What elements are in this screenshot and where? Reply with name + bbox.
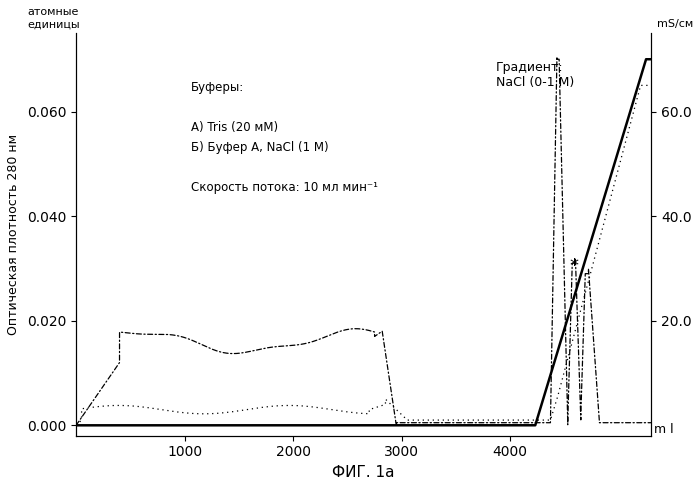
Text: m l: m l: [654, 423, 674, 436]
Text: атомные
единицы: атомные единицы: [27, 7, 80, 29]
Text: *: *: [570, 257, 579, 275]
Text: Градиент:
NaCl (0-1 М): Градиент: NaCl (0-1 М): [496, 61, 574, 89]
Y-axis label: Оптическая плотность 280 нм: Оптическая плотность 280 нм: [7, 134, 20, 335]
Text: Буферы:

A) Tris (20 мМ)
Б) Буфер A, NaCl (1 М)

Скорость потока: 10 мл мин⁻¹: Буферы: A) Tris (20 мМ) Б) Буфер A, NaCl…: [191, 81, 378, 194]
Text: mS/см: mS/см: [657, 19, 694, 29]
X-axis label: ФИГ. 1a: ФИГ. 1a: [332, 465, 395, 480]
